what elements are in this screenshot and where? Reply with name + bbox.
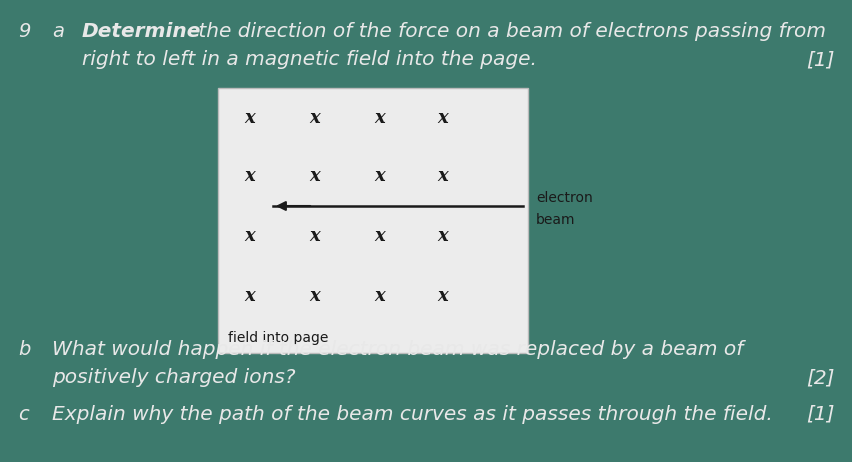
Text: x: x: [309, 167, 320, 185]
Text: x: x: [309, 109, 320, 127]
Text: x: x: [437, 287, 448, 305]
Text: [2]: [2]: [805, 368, 834, 387]
Text: x: x: [309, 287, 320, 305]
Text: electron: electron: [535, 191, 592, 205]
Text: Determine: Determine: [82, 22, 201, 41]
Text: x: x: [374, 167, 385, 185]
Text: x: x: [245, 167, 255, 185]
Text: x: x: [374, 287, 385, 305]
Text: b: b: [18, 340, 31, 359]
Text: Explain why the path of the beam curves as it passes through the field.: Explain why the path of the beam curves …: [52, 405, 772, 424]
Text: x: x: [245, 287, 255, 305]
Text: [1]: [1]: [805, 405, 834, 424]
Bar: [218, 88, 527, 353]
Text: x: x: [437, 167, 448, 185]
Text: [1]: [1]: [805, 50, 834, 69]
Text: What would happen if the electron beam was replaced by a beam of: What would happen if the electron beam w…: [52, 340, 742, 359]
Text: beam: beam: [535, 213, 575, 227]
Text: c: c: [18, 405, 29, 424]
Text: positively charged ions?: positively charged ions?: [52, 368, 295, 387]
Text: x: x: [245, 109, 255, 127]
Text: field into page: field into page: [227, 331, 328, 345]
Text: x: x: [437, 227, 448, 245]
Text: x: x: [309, 227, 320, 245]
Text: x: x: [437, 109, 448, 127]
Text: a: a: [52, 22, 64, 41]
Text: x: x: [374, 109, 385, 127]
Text: x: x: [245, 227, 255, 245]
Text: 9: 9: [18, 22, 31, 41]
Text: the direction of the force on a beam of electrons passing from: the direction of the force on a beam of …: [192, 22, 825, 41]
Text: x: x: [374, 227, 385, 245]
Text: right to left in a magnetic field into the page.: right to left in a magnetic field into t…: [82, 50, 536, 69]
